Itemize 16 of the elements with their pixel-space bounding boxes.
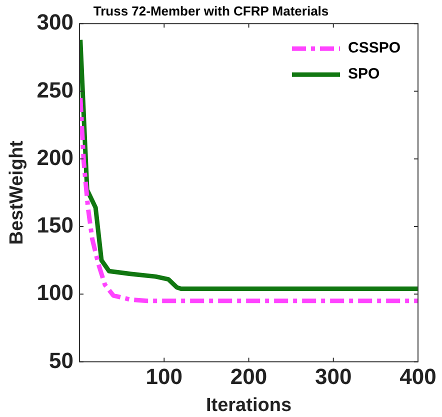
y-tick-label: 250 <box>36 77 74 102</box>
x-tick-label: 400 <box>400 364 436 390</box>
line-series <box>80 96 418 304</box>
x-tick-label: 200 <box>230 364 268 390</box>
legend-label: SPO <box>348 66 380 83</box>
x-axis-title: Iterations <box>206 394 292 416</box>
x-tick-label: 300 <box>315 364 352 390</box>
y-tick-label: 50 <box>49 348 74 373</box>
y-tick-label: 150 <box>36 212 74 238</box>
x-tick-label: 100 <box>146 364 182 390</box>
chart-title: Truss 72-Member with CFRP Materials <box>93 3 329 18</box>
y-tick-label: 100 <box>36 280 74 306</box>
legend-label: CSSPO <box>348 40 401 57</box>
y-tick-label: 200 <box>36 144 74 170</box>
y-axis-title: BestWeight <box>6 140 28 245</box>
y-tick-label: 300 <box>36 10 74 35</box>
